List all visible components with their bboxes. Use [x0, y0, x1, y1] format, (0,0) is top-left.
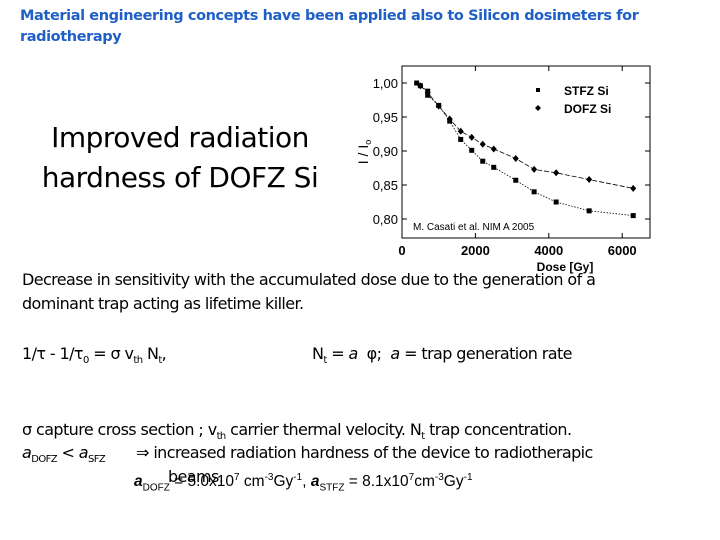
headline: Improved radiation hardness of DOFZ Si	[30, 118, 330, 198]
y-tick-label: 0,85	[373, 178, 398, 193]
headline-line1: Improved radiation	[51, 121, 309, 154]
rate-values: aDOFZ = 5.0x107 cm-3Gy-1, aSTFZ = 8.1x10…	[134, 472, 473, 494]
data-point-stfz	[458, 136, 464, 142]
equation-lifetime: 1/τ - 1/τ0 = σ vth Nt,	[22, 344, 167, 367]
conclusion: ⇒ increased radiation hardness of the de…	[136, 441, 593, 489]
slide-title: Material engineering concepts have been …	[20, 8, 639, 45]
data-point-stfz	[586, 208, 592, 214]
data-point-stfz	[414, 80, 420, 86]
data-point-dofz	[630, 184, 637, 192]
chart: 0,80 0,85 0,90 0,95 1,00 0 2000 4000 6000 Dose [G…	[340, 60, 680, 280]
y-tick-label: 0,95	[373, 110, 398, 125]
x-axis-label: Dose [Gy]	[537, 260, 594, 274]
legend-stfz: STFZ Si	[564, 84, 609, 98]
y-tick-label: 0,90	[373, 144, 398, 159]
y-tick-label: 1,00	[373, 76, 398, 91]
data-point-dofz	[457, 127, 464, 135]
data-point-stfz	[480, 158, 486, 164]
data-point-dofz	[553, 169, 560, 177]
equation-trap: Nt = a φ; a = trap generation rate	[312, 344, 573, 367]
x-tick-label: 6000	[608, 243, 637, 258]
data-point-dofz	[424, 89, 431, 97]
legend-dofz: DOFZ Si	[564, 102, 611, 116]
data-point-dofz	[490, 145, 497, 153]
definitions: σ capture cross section ; vth carrier th…	[22, 420, 572, 443]
data-point-dofz	[512, 154, 519, 162]
headline-line2: hardness of DOFZ Si	[41, 161, 319, 194]
plot-frame	[401, 65, 651, 239]
x-tick-label: 2000	[461, 243, 490, 258]
data-point-stfz	[531, 189, 537, 195]
data-point-dofz	[468, 133, 475, 141]
chart-svg: 0,80 0,85 0,90 0,95 1,00 0 2000 4000 6000 Dose [G…	[355, 65, 651, 274]
legend-square-icon	[536, 88, 540, 92]
y-axis-label: I / Io	[355, 140, 373, 164]
conclusion-line2: beams.	[168, 467, 224, 486]
arrow-icon: ⇒	[136, 443, 149, 462]
citation: M. Casati et al. NIM A 2005	[413, 222, 535, 233]
data-point-stfz	[491, 164, 497, 170]
x-tick-label: 4000	[534, 243, 563, 258]
data-point-stfz	[469, 147, 475, 153]
y-tick-label: 0,80	[373, 212, 398, 227]
data-point-dofz	[435, 102, 442, 110]
x-tick-label: 0	[398, 243, 405, 258]
data-point-dofz	[586, 176, 593, 184]
paragraph-sensitivity: Decrease in sensitivity with the accumul…	[22, 268, 702, 316]
data-point-dofz	[417, 82, 424, 90]
data-point-dofz	[531, 165, 538, 173]
para-line1: Decrease in sensitivity with the accumul…	[22, 270, 596, 289]
legend-diamond-icon	[535, 105, 541, 111]
data-point-dofz	[479, 140, 486, 148]
data-point-stfz	[553, 199, 559, 205]
data-point-dofz	[446, 115, 453, 123]
data-point-stfz	[630, 213, 636, 219]
comparison: aDOFZ < aSFZ	[22, 443, 106, 466]
data-point-stfz	[513, 177, 519, 183]
conclusion-line1: increased radiation hardness of the devi…	[153, 443, 593, 462]
para-line2: dominant trap acting as lifetime killer.	[22, 294, 304, 313]
